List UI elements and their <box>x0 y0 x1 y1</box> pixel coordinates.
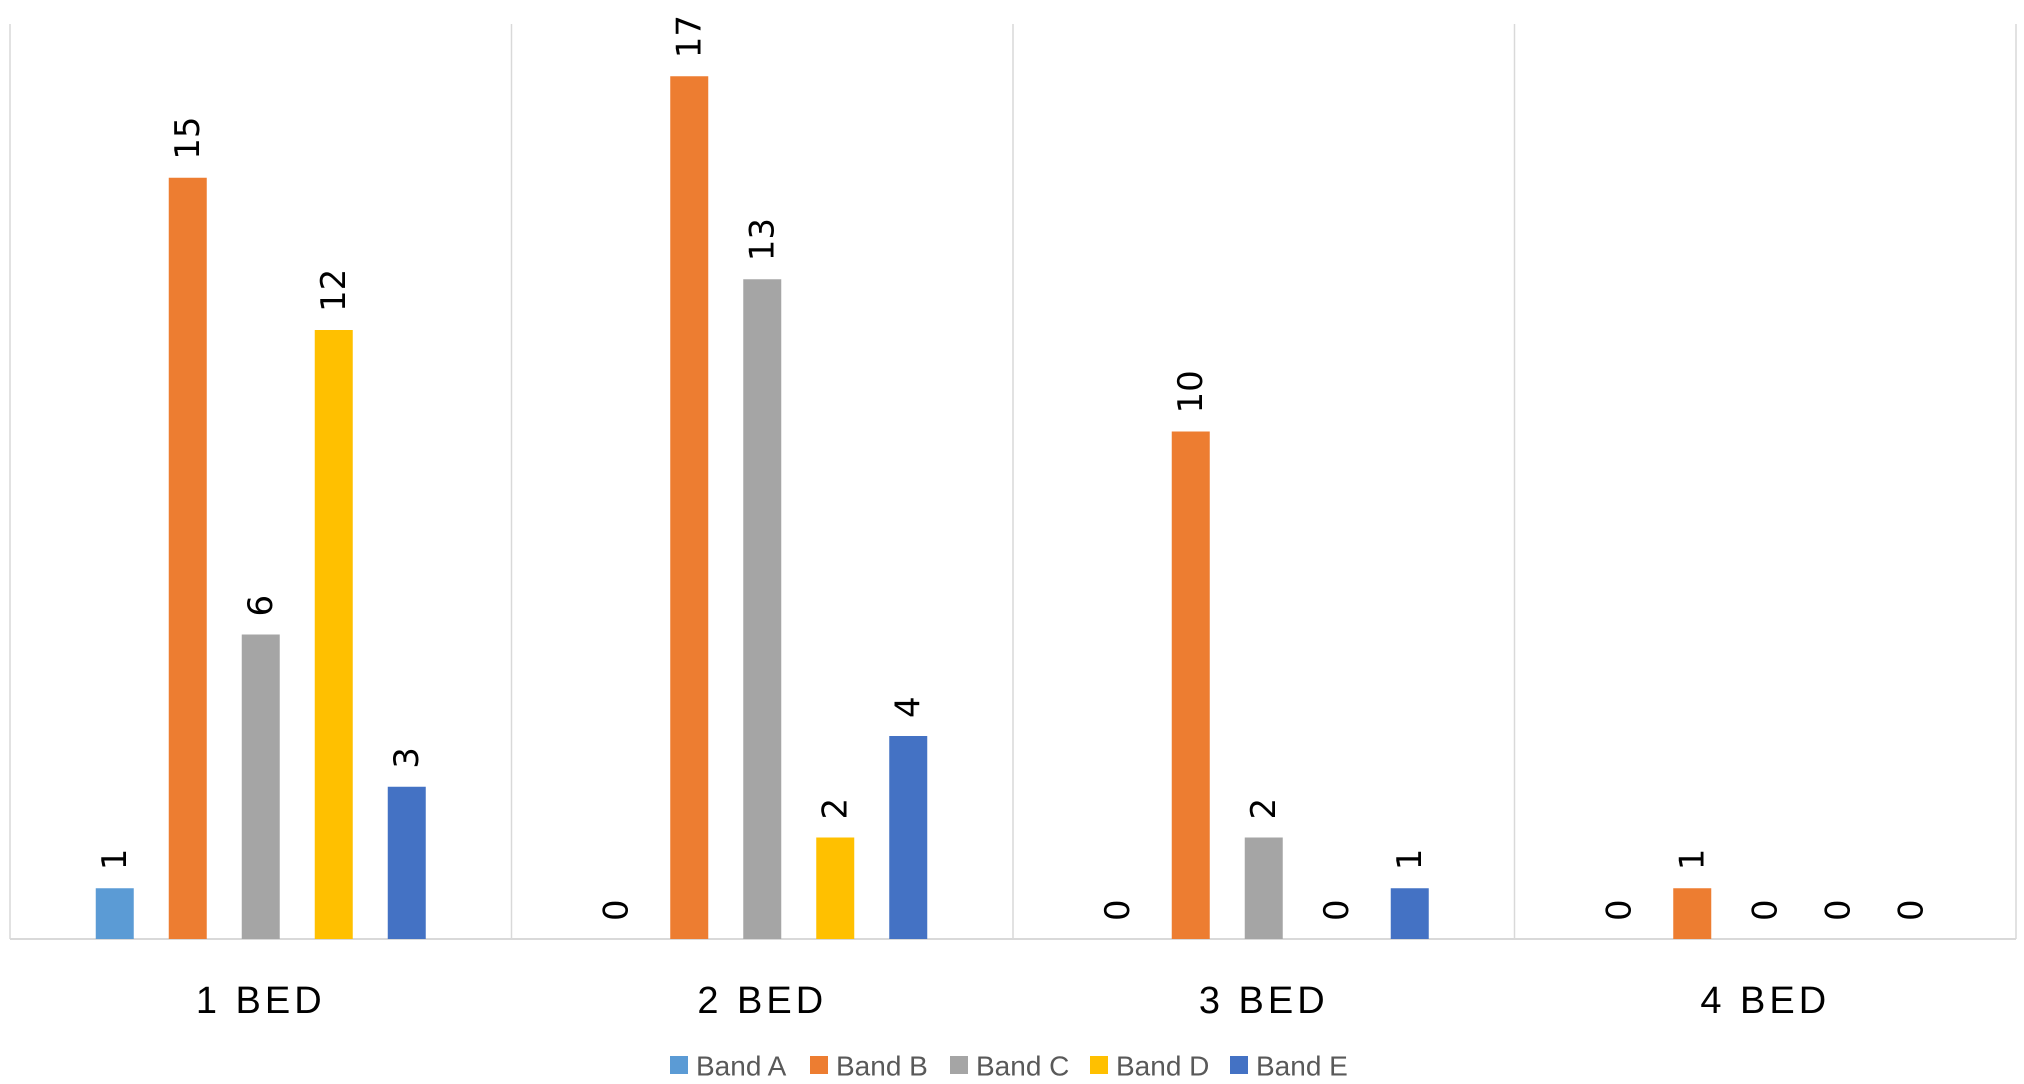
bar <box>1171 431 1210 939</box>
legend: Band A Band B Band C Band D Band E <box>670 1051 1348 1082</box>
bar <box>1673 888 1712 939</box>
legend-swatch <box>670 1056 688 1074</box>
data-label: 10 <box>1171 370 1211 413</box>
data-label: 1 <box>1390 849 1430 871</box>
data-label: 15 <box>168 116 208 159</box>
category-labels: 1 BED 2 BED 3 BED 4 BED <box>196 980 1830 1022</box>
legend-label: Band C <box>976 1051 1069 1082</box>
legend-swatch <box>1230 1056 1248 1074</box>
data-label: 0 <box>1599 899 1639 921</box>
bar <box>241 634 280 939</box>
data-label: 17 <box>669 15 709 58</box>
category-label: 3 BED <box>1199 980 1329 1022</box>
bars <box>95 76 1712 939</box>
legend-swatch <box>950 1056 968 1074</box>
category-label: 2 BED <box>697 980 827 1022</box>
data-label: 12 <box>314 269 354 312</box>
data-label: 2 <box>1244 798 1284 820</box>
bar <box>1244 837 1283 939</box>
data-label: 0 <box>1098 899 1138 921</box>
legend-label: Band E <box>1256 1051 1348 1082</box>
data-label: 6 <box>241 595 281 617</box>
data-label: 0 <box>1891 899 1931 921</box>
data-label: 1 <box>1672 849 1712 871</box>
bar <box>670 76 709 939</box>
legend-label: Band A <box>696 1051 787 1082</box>
legend-swatch <box>810 1056 828 1074</box>
data-label: 0 <box>1818 899 1858 921</box>
category-label: 4 BED <box>1700 980 1830 1022</box>
bar <box>314 330 353 939</box>
bar <box>889 736 928 939</box>
legend-swatch <box>1090 1056 1108 1074</box>
bar <box>816 837 855 939</box>
bar <box>1390 888 1429 939</box>
category-label: 1 BED <box>196 980 326 1022</box>
bar <box>387 786 426 939</box>
data-label: 0 <box>1745 899 1785 921</box>
bar <box>168 177 207 939</box>
data-label: 4 <box>888 696 928 718</box>
data-label: 0 <box>1317 899 1357 921</box>
data-label: 1 <box>95 849 135 871</box>
category-separators <box>9 24 2017 939</box>
data-label: 2 <box>815 798 855 820</box>
bar <box>743 279 782 939</box>
data-label: 0 <box>596 899 636 921</box>
data-label: 3 <box>387 747 427 769</box>
legend-label: Band D <box>1116 1051 1209 1082</box>
legend-label: Band B <box>836 1051 928 1082</box>
data-label: 13 <box>742 218 782 261</box>
bar <box>95 888 134 939</box>
